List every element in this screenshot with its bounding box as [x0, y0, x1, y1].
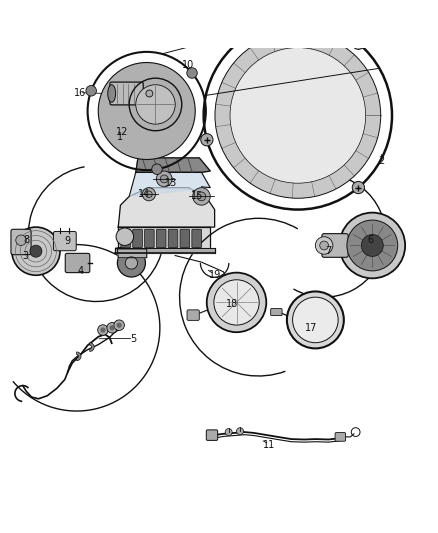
FancyBboxPatch shape [110, 82, 143, 105]
Circle shape [107, 322, 117, 333]
FancyBboxPatch shape [322, 233, 348, 257]
Circle shape [100, 327, 106, 333]
FancyBboxPatch shape [65, 253, 90, 273]
Text: 6: 6 [367, 235, 373, 245]
Ellipse shape [108, 85, 116, 102]
Text: 16: 16 [74, 88, 86, 99]
Circle shape [315, 237, 333, 254]
Text: 3: 3 [22, 251, 28, 261]
Circle shape [146, 90, 153, 97]
Circle shape [225, 429, 232, 435]
FancyBboxPatch shape [192, 229, 201, 248]
Text: 8: 8 [23, 235, 29, 245]
Text: 19: 19 [208, 270, 221, 280]
Circle shape [12, 227, 60, 275]
Circle shape [117, 249, 145, 277]
FancyBboxPatch shape [53, 231, 76, 251]
Circle shape [117, 322, 122, 328]
Circle shape [114, 320, 124, 330]
FancyBboxPatch shape [180, 229, 190, 248]
FancyBboxPatch shape [133, 229, 142, 248]
Circle shape [201, 134, 213, 146]
Text: 13: 13 [165, 178, 177, 188]
Circle shape [156, 171, 172, 187]
Circle shape [152, 164, 162, 174]
Circle shape [237, 427, 244, 435]
Polygon shape [117, 249, 147, 258]
Circle shape [136, 85, 175, 124]
FancyBboxPatch shape [168, 229, 178, 248]
Text: 5: 5 [131, 334, 137, 344]
Text: 14: 14 [138, 189, 151, 199]
Wedge shape [90, 343, 94, 351]
Circle shape [352, 37, 364, 50]
Circle shape [339, 213, 405, 278]
Wedge shape [77, 352, 81, 361]
Circle shape [287, 292, 344, 349]
Polygon shape [118, 227, 210, 249]
FancyBboxPatch shape [145, 229, 154, 248]
Circle shape [125, 257, 138, 269]
Circle shape [110, 325, 115, 330]
Text: 15: 15 [191, 191, 203, 201]
Polygon shape [136, 158, 210, 172]
Circle shape [116, 228, 134, 246]
Circle shape [215, 33, 381, 198]
Polygon shape [115, 248, 215, 253]
Circle shape [352, 181, 364, 193]
FancyBboxPatch shape [271, 309, 282, 316]
Circle shape [214, 280, 259, 325]
Text: 18: 18 [226, 298, 238, 309]
FancyBboxPatch shape [187, 310, 199, 320]
Circle shape [230, 47, 366, 183]
Circle shape [193, 188, 210, 205]
Circle shape [98, 62, 195, 159]
Circle shape [207, 273, 266, 332]
FancyBboxPatch shape [11, 229, 31, 255]
Circle shape [30, 245, 42, 257]
Text: 17: 17 [305, 323, 317, 333]
Circle shape [142, 188, 155, 201]
Circle shape [347, 220, 398, 271]
Text: 9: 9 [65, 236, 71, 246]
Circle shape [145, 191, 152, 198]
Circle shape [187, 68, 197, 78]
Circle shape [98, 325, 108, 335]
FancyBboxPatch shape [206, 430, 218, 440]
Circle shape [293, 297, 338, 343]
FancyBboxPatch shape [335, 432, 346, 441]
FancyBboxPatch shape [121, 229, 131, 248]
Circle shape [197, 192, 206, 201]
Circle shape [16, 235, 26, 246]
Text: 12: 12 [116, 127, 128, 136]
Circle shape [160, 175, 168, 183]
Circle shape [320, 241, 328, 250]
Text: 11: 11 [263, 440, 276, 450]
Text: 1: 1 [117, 132, 124, 142]
Text: 4: 4 [78, 266, 84, 276]
Polygon shape [118, 188, 215, 227]
FancyBboxPatch shape [156, 229, 166, 248]
Circle shape [86, 85, 96, 96]
Text: 2: 2 [378, 156, 384, 166]
Circle shape [361, 235, 383, 256]
Polygon shape [129, 172, 210, 197]
Text: 7: 7 [325, 246, 332, 256]
Text: 10: 10 [182, 60, 194, 70]
